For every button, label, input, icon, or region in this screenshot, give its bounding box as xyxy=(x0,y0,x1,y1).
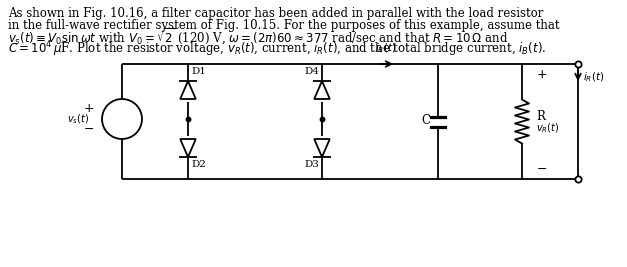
Polygon shape xyxy=(180,139,196,157)
Text: in the full-wave rectifier system of Fig. 10.15. For the purposes of this exampl: in the full-wave rectifier system of Fig… xyxy=(8,18,559,32)
Polygon shape xyxy=(314,139,330,157)
Text: C: C xyxy=(421,114,430,127)
Text: $v_s(t) \equiv V_0\sin\omega t$ with $V_0 = \sqrt{2}$ (120) V, $\omega = (2\pi)6: $v_s(t) \equiv V_0\sin\omega t$ with $V_… xyxy=(8,27,508,47)
Text: $i_B(t)$: $i_B(t)$ xyxy=(376,41,397,55)
Text: D1: D1 xyxy=(191,67,206,76)
Text: −: − xyxy=(537,163,547,175)
Text: D3: D3 xyxy=(304,160,319,169)
Text: $v_R(t)$: $v_R(t)$ xyxy=(536,122,559,135)
Text: −: − xyxy=(84,123,94,135)
Text: As shown in Fig. 10.16, a filter capacitor has been added in parallel with the l: As shown in Fig. 10.16, a filter capacit… xyxy=(8,6,544,19)
Text: $C = 10^4\,\mu$F. Plot the resistor voltage, $v_R(t)$, current, $i_R(t)$, and th: $C = 10^4\,\mu$F. Plot the resistor volt… xyxy=(8,39,546,59)
Text: +: + xyxy=(537,68,547,80)
Text: +: + xyxy=(83,103,94,116)
Polygon shape xyxy=(314,81,330,99)
Text: D2: D2 xyxy=(191,160,206,169)
Polygon shape xyxy=(180,81,196,99)
Text: D4: D4 xyxy=(304,67,319,76)
Text: R: R xyxy=(536,110,545,123)
Text: $i_R(t)$: $i_R(t)$ xyxy=(583,70,604,84)
Text: $v_s(t)$: $v_s(t)$ xyxy=(67,112,89,126)
